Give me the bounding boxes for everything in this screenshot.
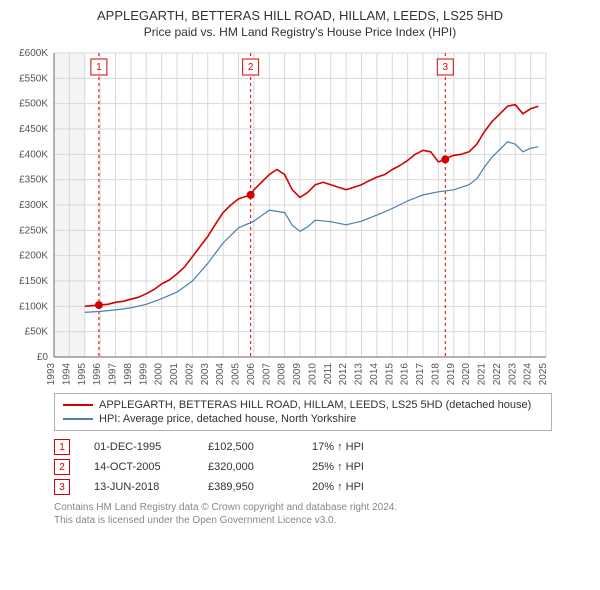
x-tick-label: 2007 [261,363,272,385]
marker-table-price: £320,000 [208,461,288,473]
y-tick-label: £250K [19,225,48,236]
x-tick-label: 1998 [123,363,134,385]
legend-swatch [63,404,93,406]
marker-dot [95,301,103,309]
x-tick-label: 1994 [61,363,72,385]
marker-box-label: 1 [96,62,102,73]
marker-table-price: £389,950 [208,481,288,493]
x-tick-label: 2022 [492,363,503,385]
legend-row: APPLEGARTH, BETTERAS HILL ROAD, HILLAM, … [63,398,543,412]
x-tick-label: 2014 [369,363,380,385]
legend-swatch [63,418,93,420]
marker-table-date: 13-JUN-2018 [94,481,184,493]
marker-dot [247,191,255,199]
x-tick-label: 2024 [523,363,534,385]
x-tick-label: 2019 [446,363,457,385]
x-tick-label: 2023 [507,363,518,385]
x-tick-label: 2011 [323,363,334,385]
marker-table-pct: 17% ↑ HPI [312,441,392,453]
x-tick-label: 2015 [384,363,395,385]
y-tick-label: £350K [19,175,48,186]
x-tick-label: 2018 [430,363,441,385]
chart-title-block: APPLEGARTH, BETTERAS HILL ROAD, HILLAM, … [10,8,590,39]
marker-table-price: £102,500 [208,441,288,453]
marker-table-row: 2 14-OCT-2005 £320,000 25% ↑ HPI [54,457,586,477]
y-tick-label: £300K [19,200,48,211]
marker-table-pct: 20% ↑ HPI [312,481,392,493]
x-tick-label: 1995 [77,363,88,385]
marker-table-date: 01-DEC-1995 [94,441,184,453]
chart-title: APPLEGARTH, BETTERAS HILL ROAD, HILLAM, … [10,8,590,23]
x-tick-label: 2021 [477,363,488,385]
x-tick-label: 2003 [200,363,211,385]
x-tick-label: 2004 [215,363,226,385]
marker-table: 1 01-DEC-1995 £102,500 17% ↑ HPI 2 14-OCT-200… [54,437,586,497]
x-tick-label: 2016 [400,363,411,385]
y-tick-label: £200K [19,251,48,262]
legend-row: HPI: Average price, detached house, Nort… [63,412,543,426]
marker-table-num: 1 [54,439,70,455]
series-hpi [85,142,539,313]
x-tick-label: 2010 [307,363,318,385]
y-tick-label: £50K [25,327,49,338]
marker-box-label: 2 [248,62,254,73]
x-tick-label: 1993 [46,363,57,385]
x-tick-label: 2025 [538,363,549,385]
x-tick-label: 2017 [415,363,426,385]
legend-label: APPLEGARTH, BETTERAS HILL ROAD, HILLAM, … [99,399,531,411]
marker-table-num: 3 [54,479,70,495]
x-tick-label: 2008 [277,363,288,385]
x-tick-label: 2012 [338,363,349,385]
footer-attribution: Contains HM Land Registry data © Crown c… [54,501,586,527]
y-tick-label: £600K [19,48,48,59]
footer-line-1: Contains HM Land Registry data © Crown c… [54,501,586,514]
chart-area: 1 2 3 £0 £50K £100K £150K £200K £250K £300K £350K £… [10,45,590,385]
x-tick-label: 2002 [184,363,195,385]
marker-dot [441,155,449,163]
x-tick-label: 1999 [138,363,149,385]
y-tick-label: £400K [19,149,48,160]
x-tick-label: 2009 [292,363,303,385]
marker-table-num: 2 [54,459,70,475]
price-chart: 1 2 3 £0 £50K £100K £150K £200K £250K £300K £350K £… [10,45,550,385]
x-tick-label: 1997 [108,363,119,385]
marker-table-date: 14-OCT-2005 [94,461,184,473]
marker-box-label: 3 [443,62,449,73]
y-tick-label: £150K [19,276,48,287]
y-tick-label: £450K [19,124,48,135]
y-tick-label: £500K [19,99,48,110]
y-tick-label: £0 [37,352,49,363]
x-tick-label: 2013 [354,363,365,385]
chart-subtitle: Price paid vs. HM Land Registry's House … [10,25,590,39]
x-tick-label: 2020 [461,363,472,385]
legend-label: HPI: Average price, detached house, Nort… [99,413,356,425]
x-tick-label: 2001 [169,363,180,385]
marker-table-row: 1 01-DEC-1995 £102,500 17% ↑ HPI [54,437,586,457]
x-tick-label: 2000 [154,363,165,385]
marker-table-pct: 25% ↑ HPI [312,461,392,473]
x-tick-label: 1996 [92,363,103,385]
x-tick-label: 2006 [246,363,257,385]
legend: APPLEGARTH, BETTERAS HILL ROAD, HILLAM, … [54,393,552,431]
y-tick-label: £550K [19,73,48,84]
y-tick-label: £100K [19,301,48,312]
footer-line-2: This data is licensed under the Open Gov… [54,514,586,527]
x-tick-label: 2005 [231,363,242,385]
marker-table-row: 3 13-JUN-2018 £389,950 20% ↑ HPI [54,477,586,497]
